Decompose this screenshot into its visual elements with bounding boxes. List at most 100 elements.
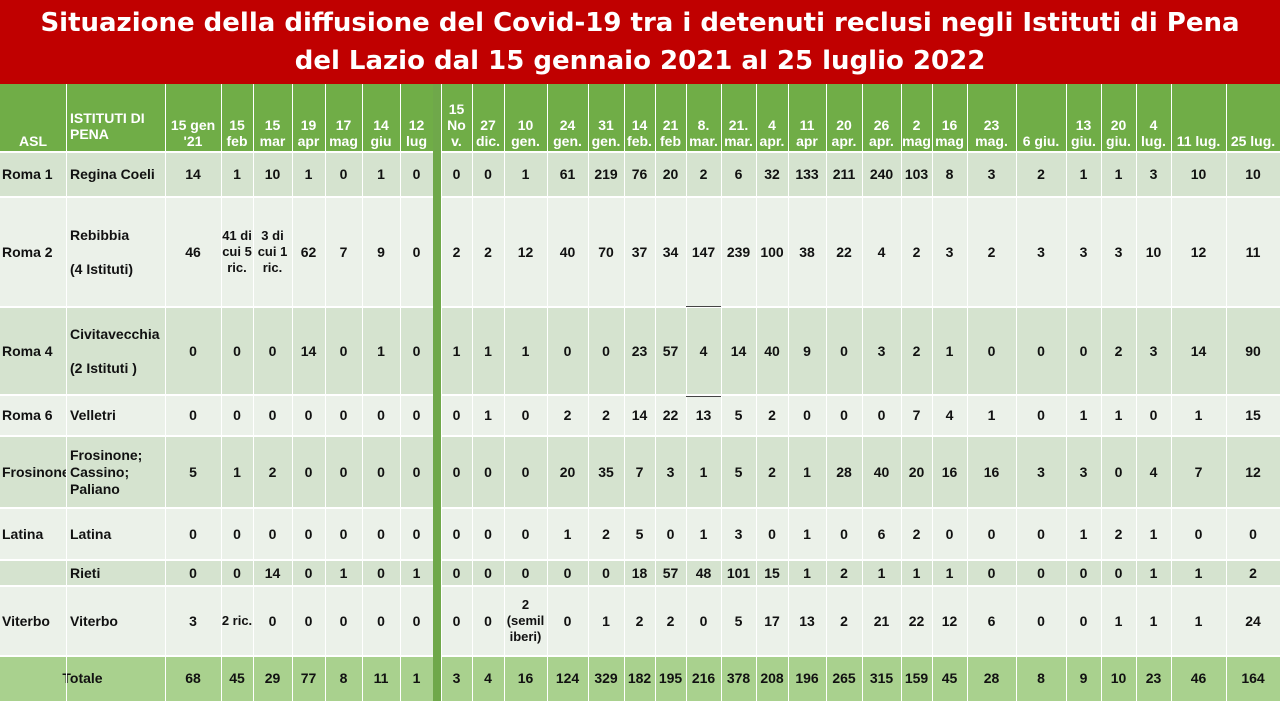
total-value: 9 <box>1066 656 1101 701</box>
value-cell: 70 <box>588 197 624 307</box>
value-cell: 16 <box>967 436 1016 508</box>
asl-cell: Roma 4 <box>0 307 66 395</box>
value-cell: 133 <box>788 152 826 197</box>
header-date: 23 mag. <box>967 84 1016 152</box>
column-divider <box>472 84 473 701</box>
value-cell: 2 <box>826 586 862 656</box>
header-date: 16 mag <box>932 84 967 152</box>
value-cell: 9 <box>362 197 400 307</box>
value-cell: 10 <box>253 152 292 197</box>
value-cell: 3 <box>932 197 967 307</box>
value-cell: 17 <box>756 586 788 656</box>
value-cell: 1 <box>1066 508 1101 560</box>
value-cell: 5 <box>721 395 756 436</box>
value-cell: 0 <box>362 436 400 508</box>
value-cell: 0 <box>441 508 472 560</box>
value-cell: 24 <box>1226 586 1280 656</box>
value-cell: 1 <box>472 307 504 395</box>
value-cell: 0 <box>1016 395 1066 436</box>
value-cell: 1 <box>362 152 400 197</box>
value-cell: 4 <box>686 307 721 395</box>
column-divider <box>66 84 67 701</box>
asl-cell: Roma 2 <box>0 197 66 307</box>
value-cell: 0 <box>221 560 253 586</box>
header-date: 4 apr. <box>756 84 788 152</box>
header-date: 15 gen '21 <box>165 84 221 152</box>
value-cell: 23 <box>624 307 655 395</box>
column-divider <box>221 84 222 701</box>
istituto-cell: Frosinone; Cassino; Paliano <box>66 436 165 508</box>
value-cell: 0 <box>400 307 433 395</box>
total-value: 45 <box>221 656 253 701</box>
value-cell: 239 <box>721 197 756 307</box>
value-cell: 35 <box>588 436 624 508</box>
value-cell: 0 <box>967 560 1016 586</box>
asl-cell: Viterbo <box>0 586 66 656</box>
header-date: 14 giu <box>362 84 400 152</box>
value-cell: 34 <box>655 197 686 307</box>
value-cell: 0 <box>221 508 253 560</box>
value-cell: 1 <box>1136 586 1171 656</box>
value-cell: 0 <box>504 395 547 436</box>
value-cell: 2 <box>547 395 588 436</box>
column-divider <box>292 84 293 701</box>
value-cell: 219 <box>588 152 624 197</box>
value-cell: 0 <box>1226 508 1280 560</box>
istituto-cell: Velletri <box>66 395 165 436</box>
value-cell: 0 <box>932 508 967 560</box>
value-cell: 22 <box>655 395 686 436</box>
total-value: 29 <box>253 656 292 701</box>
total-value: 68 <box>165 656 221 701</box>
value-cell: 3 <box>165 586 221 656</box>
value-cell: 2 <box>901 307 932 395</box>
value-cell: 2 <box>655 586 686 656</box>
value-cell: 2 ric. <box>221 586 253 656</box>
value-cell: 0 <box>862 395 901 436</box>
value-cell: 1 <box>1066 152 1101 197</box>
value-cell: 1 <box>1136 560 1171 586</box>
total-value: 195 <box>655 656 686 701</box>
value-cell: 14 <box>165 152 221 197</box>
value-cell: 0 <box>655 508 686 560</box>
value-cell: 18 <box>624 560 655 586</box>
value-cell: 0 <box>400 436 433 508</box>
value-cell: 3 <box>967 152 1016 197</box>
value-cell: 0 <box>400 395 433 436</box>
value-cell: 0 <box>221 395 253 436</box>
value-cell: 46 <box>165 197 221 307</box>
value-cell: 4 <box>1136 436 1171 508</box>
value-cell: 0 <box>165 307 221 395</box>
column-divider <box>165 84 166 701</box>
value-cell: 15 <box>756 560 788 586</box>
value-cell: 0 <box>826 307 862 395</box>
value-cell: 1 <box>547 508 588 560</box>
total-value: 182 <box>624 656 655 701</box>
asl-cell: Frosinone <box>0 436 70 508</box>
value-cell: 4 <box>932 395 967 436</box>
value-cell: 0 <box>400 508 433 560</box>
row-divider <box>0 585 1280 587</box>
header-date: 6 giu. <box>1016 84 1066 152</box>
istituto-cell: Rieti <box>66 560 165 586</box>
value-cell: 0 <box>221 307 253 395</box>
header-istituti: ISTITUTI DI PENA <box>66 84 165 152</box>
value-cell: 1 <box>1171 560 1226 586</box>
column-divider <box>686 84 687 701</box>
value-cell: 0 <box>441 395 472 436</box>
value-cell: 40 <box>862 436 901 508</box>
value-cell: 103 <box>901 152 932 197</box>
column-divider <box>400 84 401 701</box>
value-cell: 2 <box>901 508 932 560</box>
value-cell: 0 <box>472 436 504 508</box>
value-cell: 1 <box>788 436 826 508</box>
header-date: 26 apr. <box>862 84 901 152</box>
value-cell: 1 <box>788 560 826 586</box>
value-cell: 6 <box>967 586 1016 656</box>
header-date: 24 gen. <box>547 84 588 152</box>
value-cell: 147 <box>686 197 721 307</box>
value-cell: 1 <box>472 395 504 436</box>
value-cell: 1 <box>1066 395 1101 436</box>
value-cell: 0 <box>441 436 472 508</box>
value-cell: 5 <box>721 586 756 656</box>
value-cell: 20 <box>655 152 686 197</box>
